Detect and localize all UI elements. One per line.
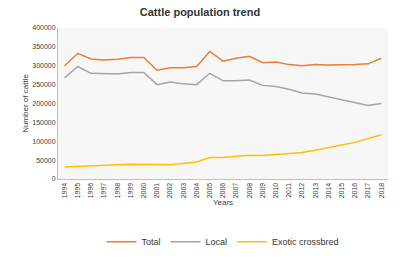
svg-text:Total: Total <box>142 237 161 247</box>
svg-text:Number of cattle: Number of cattle <box>21 74 30 133</box>
svg-text:1994: 1994 <box>61 183 68 199</box>
svg-text:2013: 2013 <box>312 183 319 199</box>
svg-text:2014: 2014 <box>325 183 332 199</box>
svg-text:Cattle population trend: Cattle population trend <box>140 6 260 18</box>
svg-text:200000: 200000 <box>32 100 55 107</box>
svg-text:2011: 2011 <box>285 183 292 198</box>
svg-text:Exotic crossbred: Exotic crossbred <box>272 237 339 247</box>
svg-text:50000: 50000 <box>36 157 56 164</box>
svg-text:1996: 1996 <box>87 183 94 199</box>
svg-text:2009: 2009 <box>259 183 266 199</box>
svg-text:150000: 150000 <box>32 119 55 126</box>
svg-text:2005: 2005 <box>206 183 213 199</box>
svg-text:2003: 2003 <box>180 183 187 199</box>
svg-text:2008: 2008 <box>246 183 253 199</box>
svg-text:300000: 300000 <box>32 62 55 69</box>
svg-text:2001: 2001 <box>153 183 160 199</box>
svg-text:250000: 250000 <box>32 81 55 88</box>
svg-text:350000: 350000 <box>32 43 55 50</box>
svg-text:2012: 2012 <box>298 183 305 199</box>
svg-text:0: 0 <box>52 175 56 182</box>
svg-text:2004: 2004 <box>193 183 200 199</box>
svg-text:400000: 400000 <box>32 24 55 31</box>
svg-text:2007: 2007 <box>232 183 239 199</box>
svg-text:2006: 2006 <box>219 183 226 199</box>
svg-text:Local: Local <box>206 237 228 247</box>
svg-text:2015: 2015 <box>338 183 345 199</box>
svg-text:2016: 2016 <box>351 183 358 199</box>
svg-text:2010: 2010 <box>272 183 279 199</box>
svg-text:2018: 2018 <box>378 183 385 199</box>
svg-text:2000: 2000 <box>140 183 147 199</box>
svg-text:1995: 1995 <box>74 183 81 199</box>
svg-text:1999: 1999 <box>127 183 134 199</box>
svg-text:2017: 2017 <box>364 183 371 199</box>
svg-text:1998: 1998 <box>114 183 121 199</box>
svg-text:1997: 1997 <box>100 183 107 199</box>
svg-text:100000: 100000 <box>32 138 55 145</box>
svg-text:2002: 2002 <box>166 183 173 199</box>
svg-text:Years: Years <box>213 198 233 207</box>
